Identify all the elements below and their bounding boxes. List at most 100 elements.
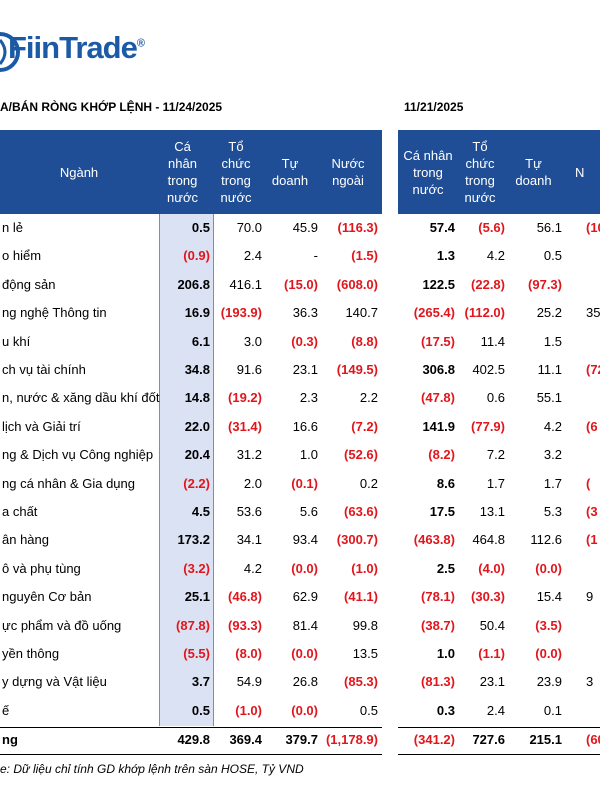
- sector-name: ng: [2, 732, 18, 747]
- value-cell: 416.1: [229, 276, 262, 292]
- value-cell: (608.0): [336, 276, 378, 292]
- title-right: 11/21/2025: [404, 100, 464, 114]
- value-cell: 11.4: [480, 333, 505, 349]
- value-cell: (81.3): [421, 674, 455, 690]
- bottom-line-left: [0, 754, 382, 755]
- value-cell: -: [313, 248, 318, 264]
- value-cell: 141.9: [422, 418, 455, 434]
- logo-mark: ®: [136, 37, 145, 50]
- header-bg-left: [0, 130, 382, 214]
- value-cell: 16.6: [292, 418, 318, 434]
- value-cell: (8.0): [235, 646, 262, 661]
- value-cell: (31.4): [228, 418, 262, 434]
- value-cell: 0.5: [191, 220, 210, 235]
- value-cell: 122.5: [422, 276, 455, 292]
- value-cell: 4.5: [191, 504, 210, 519]
- value-cell: (5.5): [183, 646, 210, 661]
- header-cell: Tự doanh: [515, 156, 552, 188]
- value-cell: (116.3): [337, 220, 378, 235]
- value-cell: 379.7: [285, 732, 318, 747]
- value-cell: 23.1: [479, 674, 505, 690]
- sector-name: o hiểm: [2, 248, 42, 264]
- value-cell: 62.9: [292, 589, 318, 605]
- value-cell: 16.9: [184, 305, 210, 321]
- value-cell: (87.8): [176, 617, 210, 633]
- value-cell: (341.2): [413, 732, 455, 747]
- value-cell: (7.2): [351, 418, 378, 434]
- sector-name: u khí: [2, 333, 31, 349]
- value-cell: (77.9): [471, 418, 505, 434]
- value-cell: (63.6): [344, 504, 378, 519]
- value-cell: (2.2): [183, 475, 210, 491]
- logo: FiinTrade®: [8, 30, 145, 66]
- value-cell: (5.6): [478, 220, 505, 235]
- header-cell: N: [575, 164, 585, 180]
- value-cell: (463.8): [413, 532, 455, 548]
- value-cell: (0.0): [291, 646, 318, 661]
- value-cell: 402.5: [472, 362, 505, 377]
- value-cell: 0.5: [191, 702, 210, 718]
- value-cell: 5.6: [299, 504, 318, 519]
- value-cell: 0.3: [436, 702, 455, 718]
- value-cell: 93.4: [292, 532, 318, 548]
- value-cell: 23.9: [536, 674, 562, 690]
- highlight-column: [159, 214, 214, 726]
- value-cell: 11.1: [537, 362, 562, 377]
- header-cell: Tự doanh: [271, 156, 309, 188]
- value-cell: (17.5): [421, 333, 455, 349]
- value-cell: 3: [586, 674, 594, 690]
- value-cell: 36.3: [292, 305, 318, 321]
- value-cell: (0.0): [535, 560, 562, 576]
- sector-name: ô và phụ tùng: [2, 560, 81, 576]
- value-cell: 50.4: [479, 617, 505, 633]
- sector-name: a chất: [2, 504, 38, 519]
- title-left: A/BÁN RÒNG KHỚP LỆNH - 11/24/2025: [0, 100, 223, 114]
- sector-name: ng nghệ Thông tin: [2, 305, 107, 321]
- value-cell: (72: [586, 362, 600, 377]
- value-cell: (3: [586, 504, 598, 519]
- value-cell: (1.5): [351, 248, 378, 264]
- value-cell: 0.2: [359, 475, 378, 491]
- value-cell: 727.6: [472, 732, 505, 747]
- value-cell: (4.0): [478, 560, 505, 576]
- value-cell: 23.1: [292, 362, 318, 377]
- total-line-right: [398, 727, 600, 728]
- value-cell: 464.8: [472, 532, 505, 548]
- value-cell: 215.1: [529, 732, 562, 747]
- value-cell: 3.0: [243, 333, 262, 349]
- value-cell: 17.5: [429, 504, 455, 519]
- value-cell: 22.0: [184, 418, 210, 434]
- value-cell: 9: [586, 589, 594, 605]
- value-cell: (265.4): [413, 305, 455, 321]
- value-cell: 112.6: [530, 532, 562, 548]
- value-cell: 369.4: [229, 732, 262, 747]
- value-cell: 81.4: [292, 617, 318, 633]
- value-cell: 1.0: [436, 646, 455, 661]
- value-cell: (8.2): [428, 447, 455, 463]
- value-cell: (112.0): [464, 305, 505, 321]
- value-cell: (85.3): [344, 674, 378, 690]
- sector-name: ế: [2, 702, 10, 718]
- value-cell: 34.8: [184, 362, 210, 377]
- value-cell: (78.1): [421, 589, 455, 605]
- value-cell: 20.4: [184, 447, 210, 463]
- value-cell: 70.0: [236, 220, 262, 235]
- value-cell: (1: [586, 532, 598, 548]
- value-cell: (30.3): [471, 589, 505, 605]
- value-cell: (300.7): [336, 532, 378, 548]
- logo-icon: [0, 32, 20, 72]
- value-cell: 56.1: [536, 220, 562, 235]
- value-cell: (0.0): [535, 646, 562, 661]
- value-cell: 429.8: [177, 732, 210, 747]
- value-cell: 2.2: [359, 390, 378, 406]
- header-cell: Nước ngoài: [331, 156, 365, 188]
- footnote: e: Dữ liệu chỉ tính GD khớp lệnh trên sà…: [0, 762, 304, 776]
- value-cell: 26.8: [292, 674, 318, 690]
- value-cell: (97.3): [528, 276, 562, 292]
- value-cell: (1,178.9): [325, 732, 378, 747]
- value-cell: 2.3: [299, 390, 318, 406]
- value-cell: 0.1: [543, 702, 562, 718]
- logo-text: FiinTrade: [8, 30, 138, 65]
- value-cell: 4.2: [543, 418, 562, 434]
